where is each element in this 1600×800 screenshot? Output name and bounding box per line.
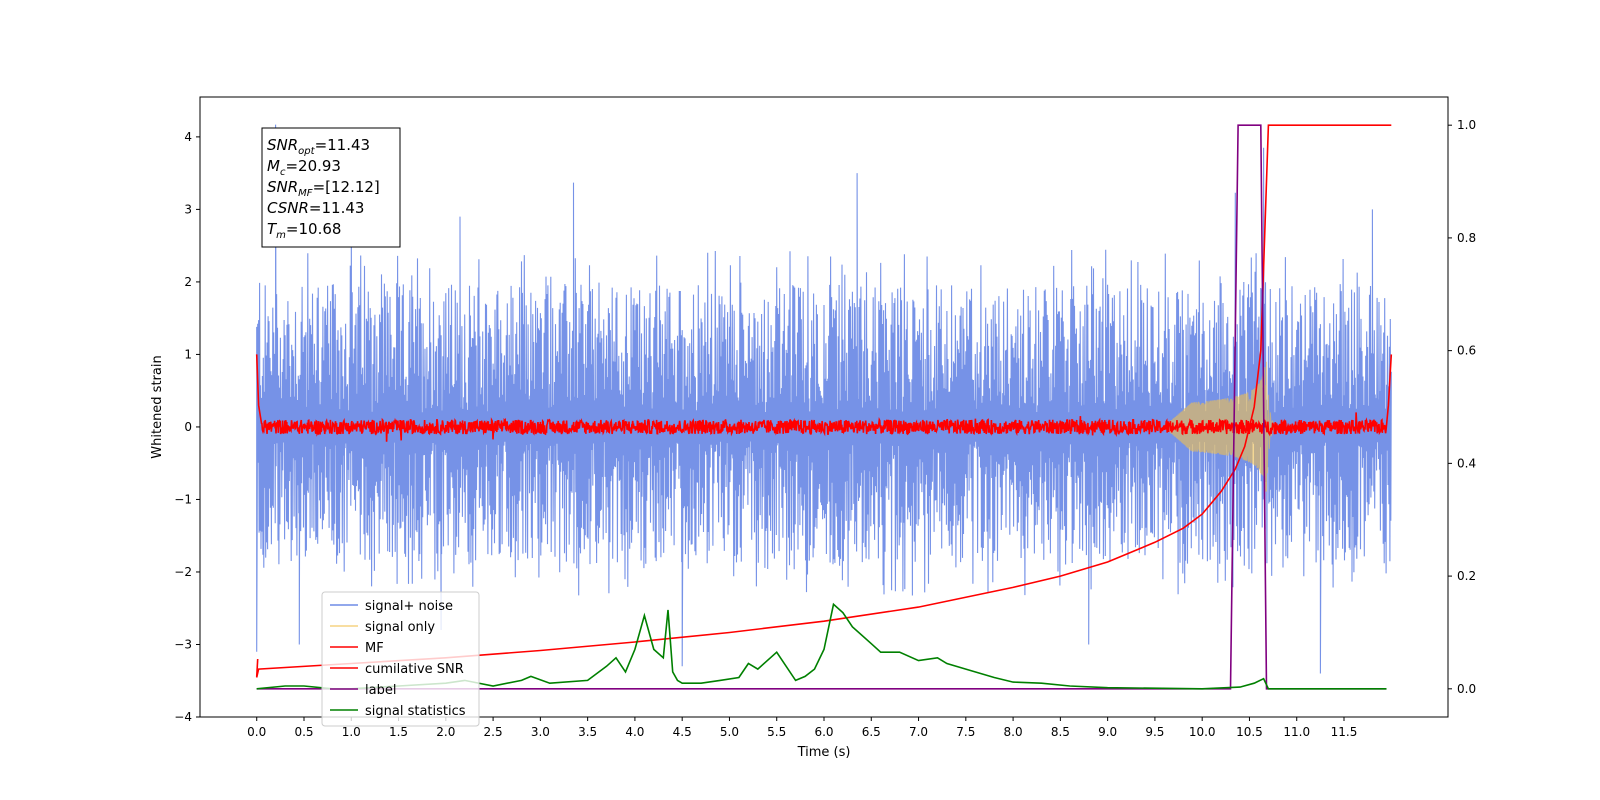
x-tick-label: 1.0 [342,725,361,739]
series-signal-statistics [256,602,1387,690]
annotation-line: Mc=20.93 [267,157,341,178]
y-tick-label: −1 [174,492,192,506]
y-tick-label: 3 [184,202,192,216]
legend-label-signal-statistics: signal statistics [365,704,466,719]
series-layer [255,124,1393,690]
legend-label-label: label [365,683,396,698]
x-tick-label: 9.5 [1145,725,1164,739]
y-tick-label: 4 [184,130,192,144]
annotation-line: SNRMF=[12.12] [267,178,380,199]
legend-frame [321,591,480,727]
x-tick-label: 3.0 [531,725,550,739]
legend-label-signal-only: signal only [365,620,435,635]
y-tick-label: −4 [174,710,192,724]
annotation-frame [261,127,401,248]
y-tick-label: 2 [184,275,192,289]
x-tick-label: 10.0 [1189,725,1216,739]
annotation-line: CSNR=11.43 [267,199,364,217]
x-tick-label: 10.5 [1236,725,1263,739]
x-tick-label: 8.5 [1051,725,1070,739]
series-signal-only [1163,361,1286,492]
x-axis-label: Time (s) [797,745,851,760]
x-tick-label: 6.0 [814,725,833,739]
x-tick-label: 9.0 [1098,725,1117,739]
x-tick-label: 2.5 [484,725,503,739]
annotation-line: SNRopt=11.43 [267,136,370,157]
axis-layer: 0.0 0.5 1.0 1.5 2.0 2.5 3.0 3.5 4.0 4.5 5.0 5.5 6.0 6… [174,118,1476,739]
x-tick-label: 0.5 [294,725,313,739]
x-tick-label: 5.0 [720,725,739,739]
x-tick-label: 7.0 [909,725,928,739]
annotation-box: SNRopt=11.43Mc=20.93SNRMF=[12.12]CSNR=11… [261,127,401,248]
y-tick-label: 1 [184,347,192,361]
x-tick-label: 6.5 [862,725,881,739]
y-axis-label: Whitened strain [150,355,165,458]
y-tick-label: −3 [174,637,192,651]
x-tick-label: 0.0 [247,725,266,739]
y2-tick-label: 0.6 [1457,344,1476,358]
x-tick-label: 8.0 [1004,725,1023,739]
y-tick-label: 0 [184,420,192,434]
series-cumilative-snr-start [255,658,259,678]
series-cumilative-snr [255,124,1392,678]
x-tick-label: 4.5 [673,725,692,739]
y2-tick-label: 1.0 [1457,118,1476,132]
legend-label-signal-noise: signal+ noise [365,599,453,614]
x-tick-label: 5.5 [767,725,786,739]
series-mf [255,354,1393,442]
y-tick-label: −2 [174,565,192,579]
x-tick-label: 2.0 [436,725,455,739]
x-tick-label: 4.0 [625,725,644,739]
annotation-line: Tm=10.68 [267,220,341,241]
x-tick-label: 1.5 [389,725,408,739]
x-tick-label: 11.5 [1331,725,1358,739]
legend-label-cumilative-snr: cumilative SNR [365,662,464,677]
legend: signal+ noise signal only MF cumilative SNR… [321,591,480,727]
y2-tick-label: 0.2 [1457,569,1476,583]
x-tick-label: 11.0 [1283,725,1310,739]
x-tick-label: 3.5 [578,725,597,739]
x-tick-label: 7.5 [956,725,975,739]
legend-label-mf: MF [365,641,384,656]
y2-tick-label: 0.4 [1457,456,1476,470]
y2-tick-label: 0.8 [1457,231,1476,245]
y2-tick-label: 0.0 [1457,682,1476,696]
